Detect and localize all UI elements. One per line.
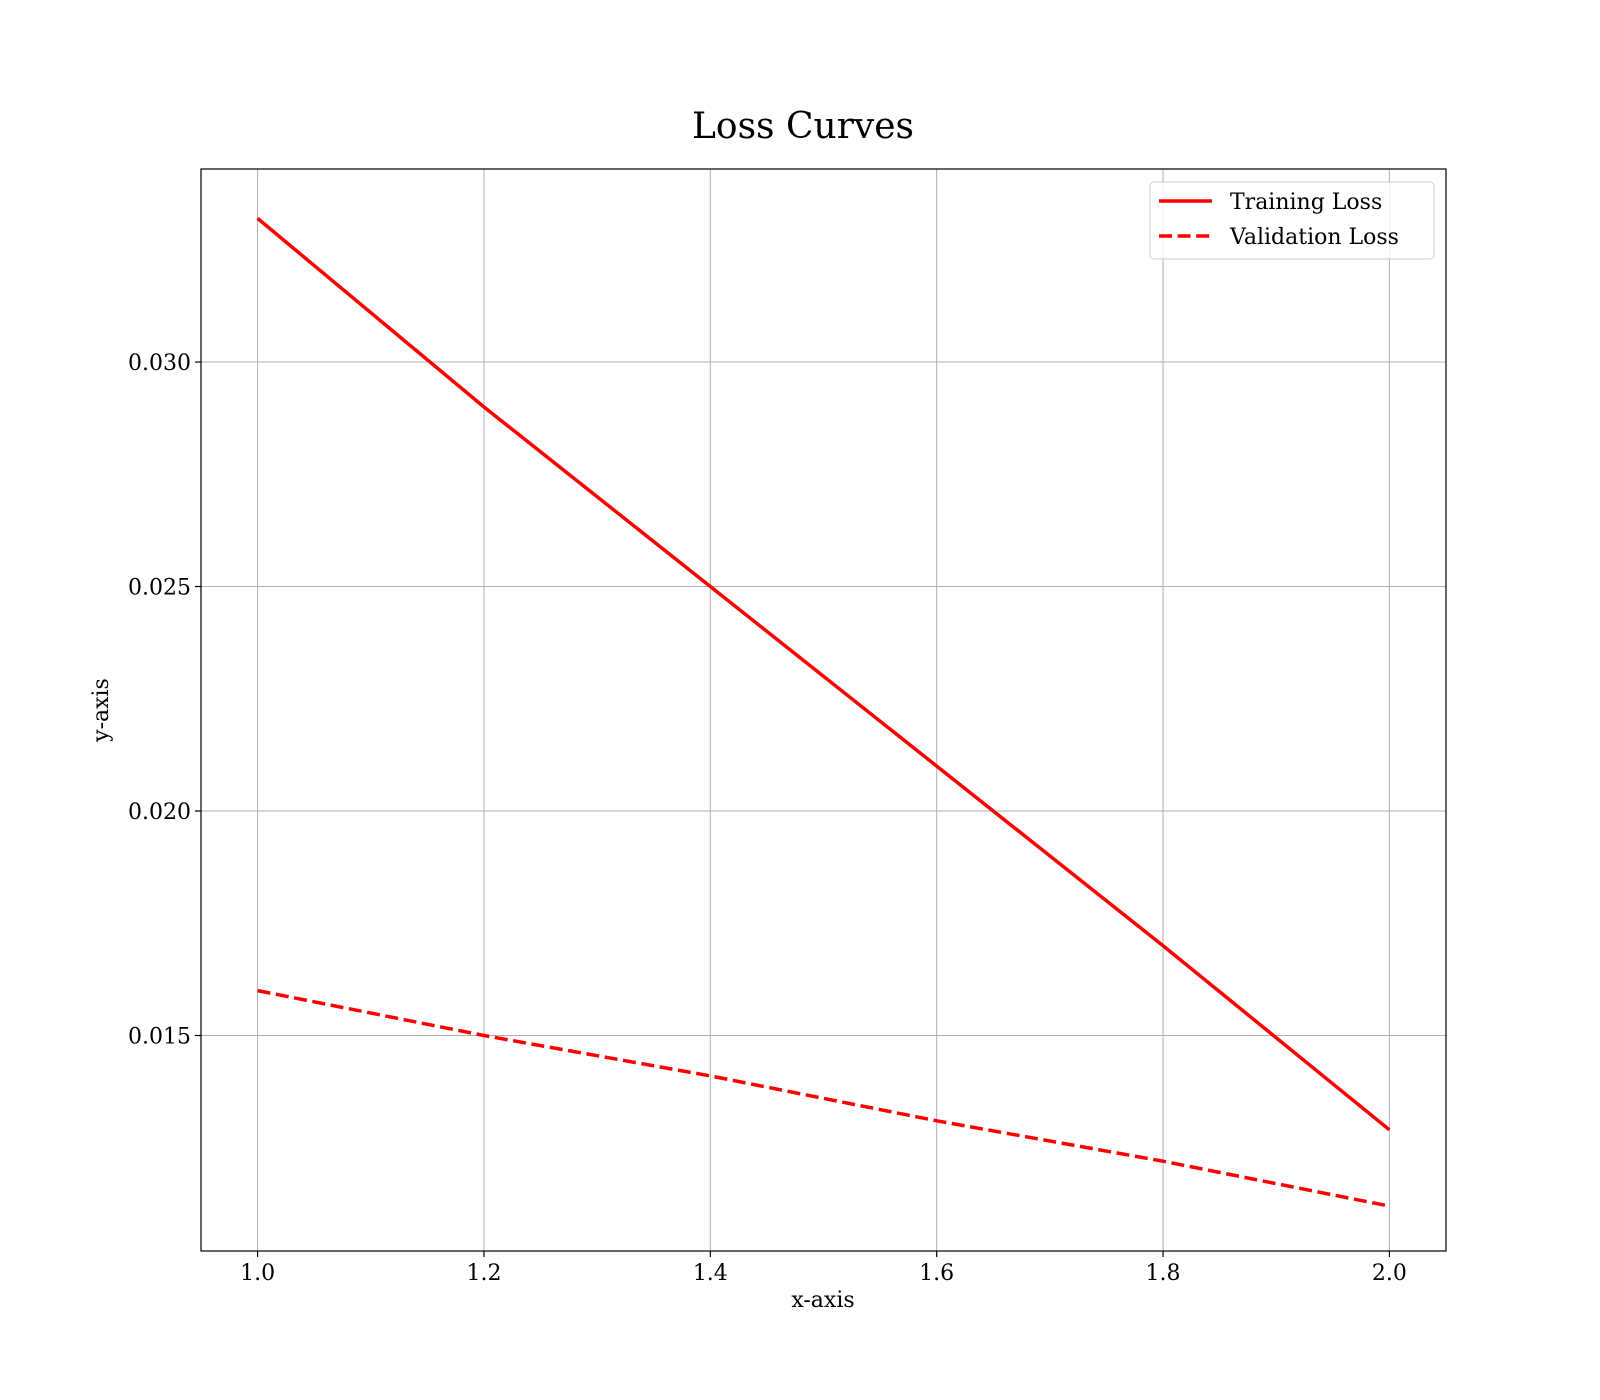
plot-area-frame — [200, 168, 1447, 1252]
plot-series — [256, 217, 1391, 1208]
y-axis-label: y-axis — [89, 678, 114, 743]
y-axis-ticks: 0.015 0.020 0.025 0.030 — [128, 351, 201, 1049]
grid — [201, 169, 1446, 1251]
y-tick-label: 0.020 — [128, 800, 191, 825]
x-tick-label: 1.6 — [919, 1261, 954, 1286]
legend-label-validation-loss: Validation Loss — [1229, 225, 1399, 250]
legend-box — [1149, 181, 1435, 260]
x-axis-ticks: 1.0 1.2 1.4 1.6 1.8 2.0 — [240, 1251, 1407, 1286]
x-tick-label: 2.0 — [1372, 1261, 1407, 1286]
y-tick-label: 0.025 — [128, 576, 191, 601]
series-line-validation-loss — [257, 988, 1390, 1208]
x-axis-label: x-axis — [791, 1288, 854, 1313]
x-tick-label: 1.2 — [466, 1261, 501, 1286]
y-tick-label: 0.015 — [128, 1024, 191, 1049]
y-tick-label: 0.030 — [128, 351, 191, 376]
series-line-training-loss — [256, 217, 1391, 1132]
chart-title: Loss Curves — [692, 106, 914, 147]
x-tick-label: 1.0 — [240, 1261, 275, 1286]
legend-label-training-loss: Training Loss — [1230, 190, 1382, 215]
x-tick-label: 1.4 — [693, 1261, 728, 1286]
x-tick-label: 1.8 — [1146, 1261, 1181, 1286]
legend: Training Loss Validation Loss — [1149, 181, 1435, 260]
